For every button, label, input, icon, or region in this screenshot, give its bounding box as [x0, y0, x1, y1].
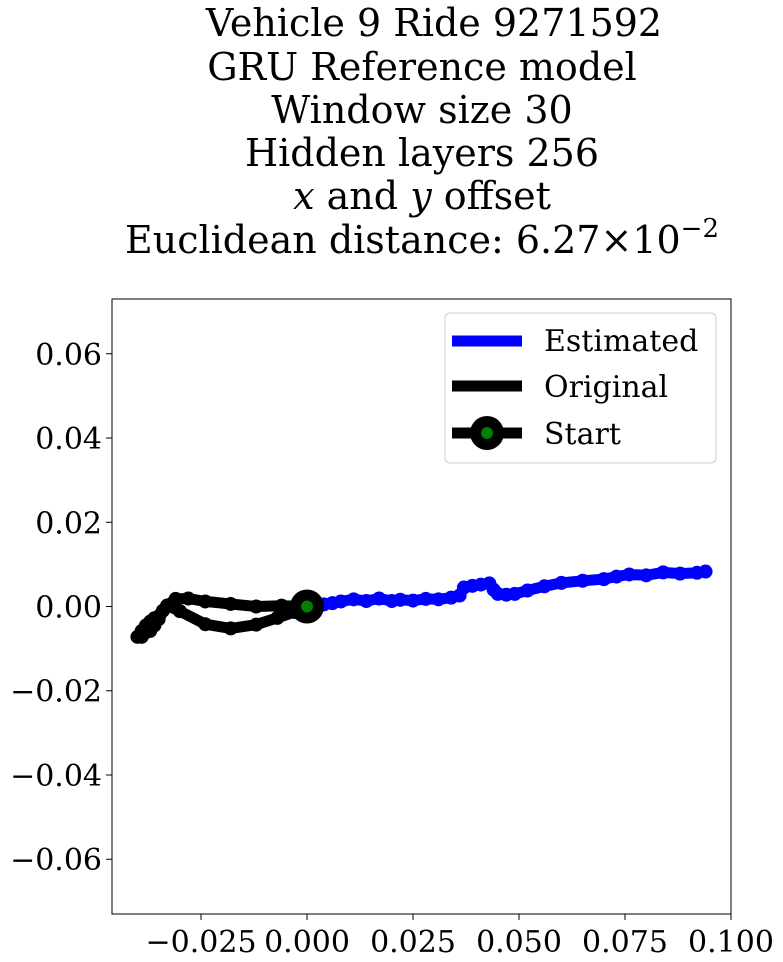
start-marker-inner [301, 600, 314, 613]
x-tick-label: 0.000 [264, 925, 350, 960]
legend-label-estimated: Estimated [544, 324, 698, 359]
series-point-original [172, 604, 187, 619]
y-axis: 0.06 0.04 0.02 0.00 −0.02 −0.04 −0.06 [10, 338, 112, 878]
series-point-estimated [609, 569, 624, 584]
legend: Estimated Original Start [444, 312, 717, 464]
series-point-original [181, 591, 196, 606]
title-line-5: x and y offset [293, 174, 551, 218]
x-tick-label: 0.075 [582, 925, 668, 960]
y-tick-label: 0.06 [35, 338, 102, 373]
title-and: and [315, 174, 411, 218]
title-var-x: x [293, 174, 314, 218]
series-point-estimated [698, 564, 713, 579]
series-point-estimated [622, 567, 637, 582]
series-point-original [223, 621, 238, 636]
series-point-estimated [596, 572, 611, 587]
title-distance-exponent: −2 [681, 214, 719, 244]
y-tick-label: −0.04 [10, 759, 102, 794]
series-point-estimated [333, 594, 348, 609]
x-tick-label: 0.100 [688, 925, 774, 960]
series-point-estimated [346, 592, 361, 607]
series-point-original [151, 612, 166, 627]
series-point-original [249, 599, 264, 614]
chart-title: Vehicle 9 Ride 9271592 GRU Reference mod… [125, 1, 719, 262]
title-var-y: y [408, 174, 432, 218]
title-distance-prefix: Euclidean distance: [125, 218, 516, 262]
series-point-original [270, 610, 285, 625]
legend-box [444, 312, 717, 464]
legend-start-marker-inner [481, 427, 493, 439]
x-tick-label: 0.025 [370, 925, 456, 960]
title-distance-base: 10 [632, 218, 680, 262]
series-point-estimated [639, 568, 654, 583]
y-tick-label: 0.04 [35, 422, 102, 457]
y-tick-label: −0.02 [10, 675, 102, 710]
series-point-original [198, 594, 213, 609]
title-line-6: Euclidean distance: 6.27×10−2 [125, 214, 719, 262]
series-point-estimated [431, 592, 446, 607]
x-tick-label: −0.025 [146, 925, 257, 960]
x-axis: −0.025 0.000 0.025 0.050 0.075 0.100 [146, 914, 774, 960]
series-point-estimated [656, 565, 671, 580]
series-point-estimated [673, 566, 688, 581]
series-point-original [198, 617, 213, 632]
title-offset-tail: offset [432, 174, 551, 218]
series-point-estimated [406, 593, 421, 608]
x-tick-label: 0.050 [476, 925, 562, 960]
series-point-original [274, 598, 289, 613]
series-point-estimated [359, 594, 374, 609]
series-point-estimated [575, 573, 590, 588]
y-tick-label: 0.02 [35, 506, 102, 541]
series-point-estimated [554, 575, 569, 590]
series-point-estimated [507, 586, 522, 601]
title-distance-mantissa: 6.27 [516, 218, 601, 262]
series-point-estimated [393, 592, 408, 607]
title-line-4: Hidden layers 256 [245, 131, 599, 175]
title-line-3: Window size 30 [271, 88, 572, 132]
series-point-original [223, 596, 238, 611]
title-line-2: GRU Reference model [207, 45, 637, 89]
title-distance-times: × [600, 218, 632, 262]
series-point-estimated [418, 591, 433, 606]
legend-label-original: Original [544, 370, 668, 405]
y-tick-label: 0.00 [35, 591, 102, 626]
series-point-original [160, 598, 175, 613]
series-point-estimated [372, 591, 387, 606]
title-line-1: Vehicle 9 Ride 9271592 [205, 1, 662, 45]
series-point-estimated [520, 583, 535, 598]
series-point-estimated [537, 579, 552, 594]
series-layer [130, 564, 713, 644]
y-tick-label: −0.06 [10, 843, 102, 878]
series-point-original [249, 617, 264, 632]
legend-label-start: Start [544, 417, 621, 452]
